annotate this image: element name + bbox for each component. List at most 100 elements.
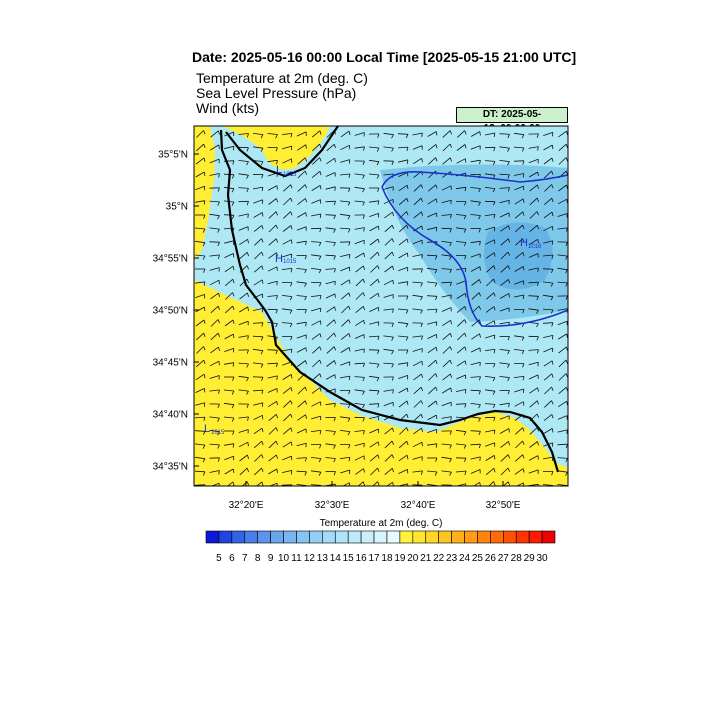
wind-barb <box>528 455 539 461</box>
wind-barb <box>195 200 206 205</box>
wind-barb <box>310 282 322 287</box>
wind-barb <box>325 417 336 422</box>
wind-barb <box>470 228 481 233</box>
wind-barb <box>513 349 525 355</box>
wind-barb <box>485 239 496 245</box>
wind-barb <box>325 241 336 247</box>
wind-barb <box>267 308 278 314</box>
wind-barb <box>312 346 322 354</box>
wind-barb <box>195 214 206 219</box>
wind-barb <box>442 346 452 354</box>
colorbar-swatch <box>490 530 504 544</box>
wind-barb <box>326 346 336 354</box>
wind-barb <box>528 267 539 272</box>
wind-barb <box>470 240 481 246</box>
wind-barb <box>194 240 206 247</box>
wind-barb <box>485 306 496 313</box>
wind-barb <box>281 268 293 273</box>
wind-barb <box>209 389 220 394</box>
wind-barb <box>558 359 568 368</box>
map-plot-area: L 1015 H 1015 H 1016 L 1015 <box>194 126 568 486</box>
wind-barb <box>456 346 467 354</box>
wind-barb <box>209 443 220 449</box>
wind-barb <box>210 346 220 354</box>
wind-barb <box>485 455 496 461</box>
wind-barb <box>557 254 568 260</box>
wind-barb <box>426 483 438 486</box>
wind-barb <box>500 225 510 232</box>
wind-barb <box>397 146 409 152</box>
wind-barb <box>297 400 307 408</box>
colorbar-label: 8 <box>255 553 261 564</box>
wind-barb <box>484 363 496 368</box>
wind-barb <box>310 470 322 476</box>
wind-barb <box>223 416 235 422</box>
field-label-pressure: Sea Level Pressure (hPa) <box>196 85 357 101</box>
wind-barb <box>296 295 307 301</box>
wind-barb <box>529 400 539 408</box>
wind-barb <box>283 211 293 219</box>
wind-barb <box>282 348 293 354</box>
wind-barb <box>470 347 481 353</box>
wind-barb <box>455 429 467 436</box>
wind-barb <box>426 281 438 287</box>
wind-barb <box>544 170 554 179</box>
wind-barb <box>413 184 423 192</box>
wind-barb <box>209 267 220 272</box>
wind-barb <box>354 430 365 435</box>
wind-barb <box>210 482 220 486</box>
wind-barb <box>339 241 351 246</box>
wind-barb <box>427 144 438 151</box>
wind-barb <box>427 400 438 408</box>
wind-barb <box>383 186 394 191</box>
field-label-wind: Wind (kts) <box>196 100 259 116</box>
wind-barb <box>239 292 249 300</box>
wind-barb <box>281 308 293 314</box>
wind-barb <box>296 309 307 314</box>
wind-barb <box>470 131 481 137</box>
wind-barb <box>397 335 409 341</box>
wind-barb <box>484 389 496 395</box>
wind-barb <box>500 467 510 476</box>
wind-barb <box>542 254 554 260</box>
wind-barb <box>339 430 351 436</box>
wind-barb <box>368 362 380 368</box>
wind-barb <box>238 200 249 206</box>
wind-barb <box>224 443 235 448</box>
wind-barb <box>543 373 554 381</box>
wind-barb <box>557 429 568 434</box>
wind-barb <box>413 197 423 206</box>
wind-barb <box>296 226 307 231</box>
colorbar-swatch <box>515 530 530 544</box>
wind-barb <box>529 441 539 448</box>
wind-barb <box>543 157 554 165</box>
wind-barb <box>224 455 235 461</box>
wind-barb <box>252 335 264 341</box>
wind-barb <box>253 186 264 192</box>
wind-barb <box>442 359 452 368</box>
wind-barb <box>528 483 539 486</box>
wind-barb <box>558 143 568 152</box>
wind-barb <box>397 133 409 139</box>
colorbar-swatch <box>270 530 284 544</box>
wind-barb <box>499 402 510 408</box>
wind-barb <box>281 133 293 138</box>
wind-barb <box>499 336 510 341</box>
wind-barb <box>238 362 249 368</box>
wind-barb <box>428 373 438 381</box>
wind-barb <box>325 430 336 436</box>
wind-barb <box>513 376 525 381</box>
wind-barb <box>296 428 307 434</box>
wind-barb <box>354 200 365 206</box>
wind-barb <box>224 278 235 287</box>
wind-barb <box>528 171 539 178</box>
wind-barb <box>369 441 380 448</box>
wind-barb <box>310 241 322 247</box>
wind-barb <box>427 334 438 339</box>
wind-barb <box>311 401 322 407</box>
colorbar-swatch <box>218 530 233 544</box>
wind-barb <box>326 360 336 367</box>
wind-barb <box>384 467 394 476</box>
wind-barb <box>340 361 351 366</box>
colorbar-label: 24 <box>459 553 471 564</box>
